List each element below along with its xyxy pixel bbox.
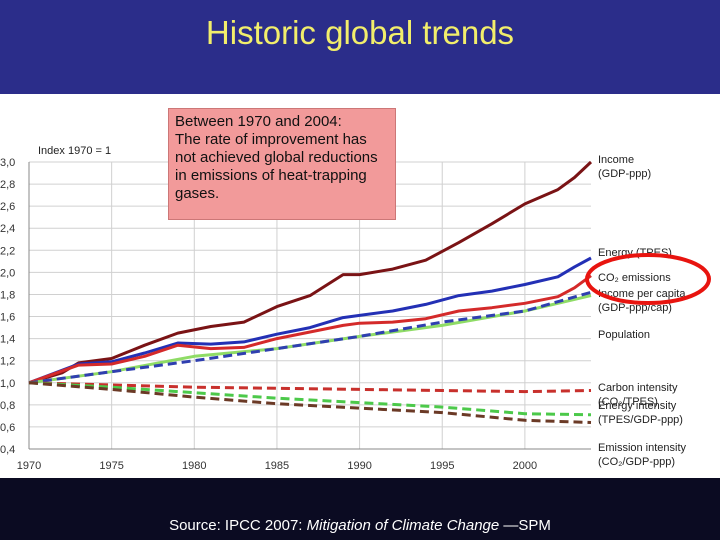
series-line-carbon_int	[28, 381, 592, 394]
y-tick-label: 1,0	[0, 378, 15, 390]
x-tick-label: 1975	[99, 460, 123, 472]
y-tick-label: 1,6	[0, 312, 15, 324]
series-line-emission_int	[28, 381, 592, 424]
series-line-energy	[28, 256, 592, 385]
legend-label-line: CO₂ emissions	[598, 272, 671, 284]
legend-label-line: Emission intensity	[598, 442, 687, 454]
legend-label-line: (CO₂/TPES)	[598, 396, 658, 408]
legend-label-income: Income (GDP-ppp)	[598, 154, 651, 180]
source-citation: Source: IPCC 2007: Mitigation of Climate…	[0, 517, 720, 534]
legend-label-energy_int: Energy intensity (TPES/GDP-ppp)	[598, 400, 683, 426]
legend-label-line: (CO₂/GDP-ppp)	[598, 456, 675, 468]
legend-label-line: (GDP-ppp)	[598, 168, 651, 180]
x-tick-label: 1970	[17, 460, 41, 472]
series-line-income	[28, 160, 593, 385]
y-tick-label: 0,6	[0, 422, 15, 434]
legend-label-line: Energy intensity	[598, 400, 677, 412]
y-tick-label: 2,6	[0, 201, 15, 213]
y-tick-label: 2,2	[0, 245, 15, 257]
legend-label-line: (TPES/GDP-ppp)	[598, 414, 683, 426]
y-tick-label: 0,8	[0, 400, 15, 412]
legend-label-carbon_int: Carbon intensity (CO₂/TPES)	[598, 382, 678, 408]
y-tick-label: 3,0	[0, 157, 15, 169]
header-band	[0, 0, 720, 94]
y-tick-label: 1,2	[0, 356, 15, 368]
highlight-ring	[585, 253, 711, 305]
x-tick-label: 1995	[430, 460, 454, 472]
y-tick-label: 2,4	[0, 223, 15, 235]
index-label: Index 1970 = 1	[38, 145, 111, 157]
legend-label-line: Income per capita	[598, 288, 686, 300]
source-prefix: Source: IPCC 2007:	[169, 517, 307, 534]
y-tick-label: 1,8	[0, 289, 15, 301]
legend-label-line: Population	[598, 329, 650, 341]
series-line-income_pc	[28, 294, 592, 385]
y-tick-label: 2,0	[0, 267, 15, 279]
y-tick-label: 0,4	[0, 444, 15, 456]
source-title: Mitigation of Climate Change	[306, 517, 500, 534]
legend-label-income_pc: Income per capita (GDP-ppp/cap)	[598, 288, 686, 314]
x-tick-label: 2000	[513, 460, 537, 472]
legend-label-line: (GDP-ppp/cap)	[598, 302, 672, 314]
x-tick-label: 1990	[347, 460, 371, 472]
x-tick-label: 1980	[182, 460, 206, 472]
footer-band	[0, 478, 720, 540]
series-line-energy_int	[28, 381, 592, 417]
source-suffix: —SPM	[499, 517, 551, 534]
slide-title: Historic global trends	[205, 14, 515, 51]
legend-label-population: Population	[598, 329, 650, 341]
y-tick-label: 2,8	[0, 179, 15, 191]
annotation-box: Between 1970 and 2004: The rate of impro…	[168, 108, 396, 220]
y-tick-label: 1,4	[0, 334, 15, 346]
legend-label-co2: CO₂ emissions	[598, 272, 671, 284]
series-line-co2	[28, 274, 592, 385]
x-tick-label: 1985	[265, 460, 289, 472]
legend-label-emission_int: Emission intensity (CO₂/GDP-ppp)	[598, 442, 687, 468]
legend-label-line: Income	[598, 154, 634, 166]
legend-label-line: Carbon intensity	[598, 382, 678, 394]
